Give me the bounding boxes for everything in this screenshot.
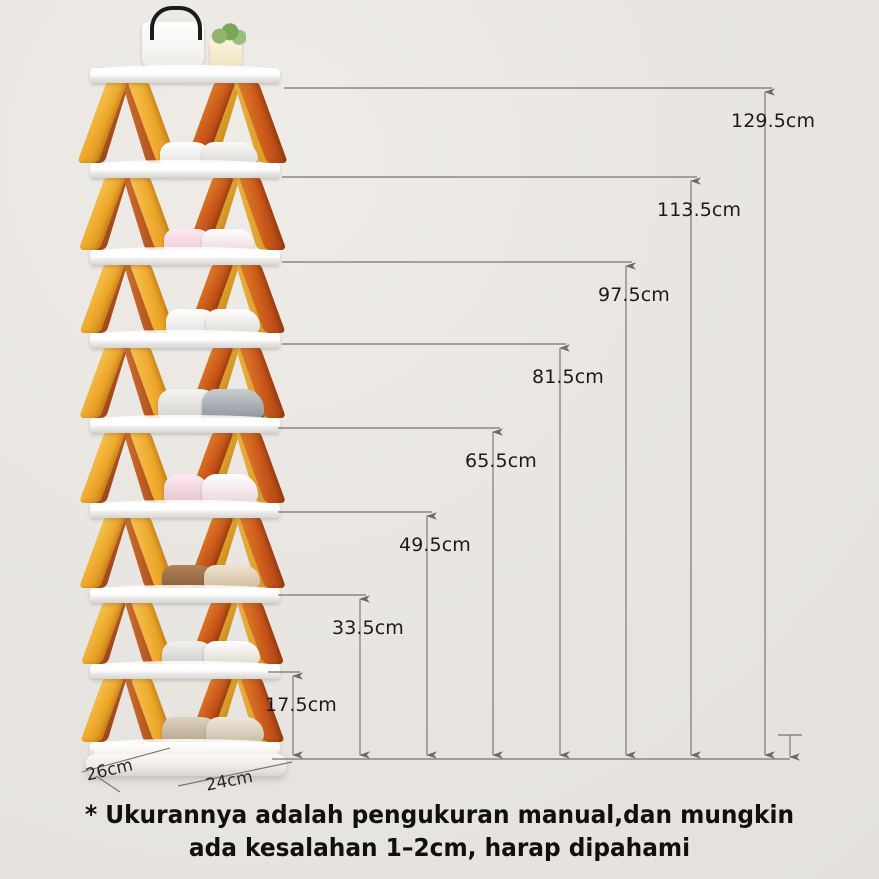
rack-shelf: [90, 330, 280, 348]
dimension-label-33-5cm: 33.5cm: [332, 617, 404, 639]
disclaimer-line-1: * Ukurannya adalah pengukuran manual,dan…: [84, 800, 795, 829]
dimension-label-129-5cm: 129.5cm: [731, 110, 816, 132]
rack-shelf: [90, 415, 280, 433]
base-plate-bottom: [86, 754, 286, 776]
rack-shelf: [90, 585, 280, 603]
rack-shelf: [90, 65, 280, 83]
shoe-rack-product-image: [77, 0, 300, 790]
dimension-label-17-5cm: 17.5cm: [265, 694, 337, 716]
dimension-label-65-5cm: 65.5cm: [465, 450, 537, 472]
shoe-on-shelf: [164, 229, 212, 251]
rack-shelf: [90, 160, 280, 178]
shoe-on-shelf: [202, 474, 258, 504]
dimension-label-97-5cm: 97.5cm: [598, 284, 670, 306]
shoe-on-shelf: [206, 717, 264, 743]
disclaimer-line-2: ada kesalahan 1–2cm, harap dipahami: [188, 833, 691, 862]
measurement-disclaimer-note: * Ukurannya adalah pengukuran manual,dan…: [31, 798, 848, 864]
rack-shelf: [90, 247, 280, 265]
rack-shelf: [90, 500, 280, 518]
succulent-plant-icon: [208, 23, 246, 45]
rack-shelf: [90, 661, 280, 679]
shoe-on-shelf: [206, 309, 260, 334]
shoe-on-shelf: [202, 229, 254, 251]
handbag-handle-icon: [150, 6, 202, 40]
dimension-label-113-5cm: 113.5cm: [657, 199, 742, 221]
rack-base-plate: [86, 742, 286, 786]
dimension-label-81-5cm: 81.5cm: [532, 366, 604, 388]
dimension-label-49-5cm: 49.5cm: [399, 534, 471, 556]
